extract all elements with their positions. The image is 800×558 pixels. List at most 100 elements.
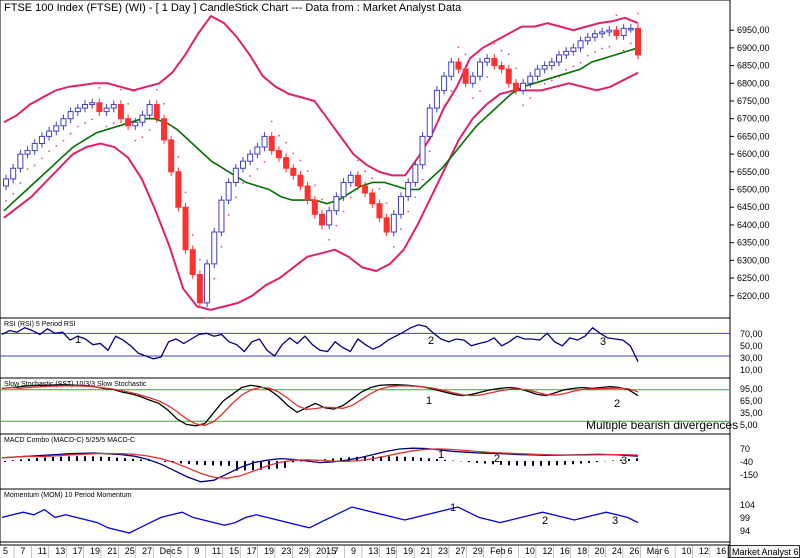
macd-histogram-bar	[340, 457, 342, 461]
macd-histogram-bar	[108, 457, 110, 461]
macd-panel-label: MACD Combo (MACD-C) 5/25/5 MACD-C	[4, 437, 136, 444]
sar-dot	[622, 49, 625, 52]
sar-dot	[242, 182, 244, 185]
sar-dot	[457, 46, 460, 49]
macd-marker: 2	[494, 453, 500, 465]
rsi-marker: 2	[428, 335, 434, 347]
candle-body	[326, 210, 333, 226]
sar-dot	[69, 132, 72, 135]
candle-body	[433, 89, 440, 109]
rsi-marker: 1	[75, 334, 81, 346]
sar-dot	[507, 53, 510, 56]
sar-dot	[493, 42, 496, 45]
sar-dot	[450, 90, 453, 92]
candle-body	[82, 104, 88, 109]
candle-body	[74, 107, 81, 113]
candle-body	[3, 178, 9, 187]
macd-histogram-bar	[412, 457, 414, 461]
sar-dot	[335, 224, 338, 227]
macd-histogram-bar	[444, 459, 446, 461]
macd-histogram-bar	[60, 456, 62, 461]
date-label: 15	[386, 546, 396, 556]
sar-dot	[321, 198, 323, 201]
sar-dot	[220, 245, 223, 248]
date-label: Dec	[160, 546, 177, 556]
date-label: 27	[455, 546, 465, 556]
sar-dot	[364, 170, 366, 173]
sar-dot	[191, 233, 194, 236]
price-tick-label: 6250,00	[737, 273, 770, 283]
date-label: 25	[125, 546, 135, 556]
candle-body	[67, 111, 74, 120]
date-label: 16	[560, 546, 570, 556]
sar-dot	[479, 90, 481, 92]
candle-body	[577, 40, 584, 49]
candle-body	[548, 61, 555, 67]
sar-dot	[19, 182, 22, 185]
sar-dot	[385, 202, 388, 204]
sar-dot	[48, 150, 50, 153]
stoch-d-line	[1, 385, 639, 427]
candle-body	[426, 107, 433, 137]
sar-dot	[572, 65, 575, 68]
macd-histogram-bar	[148, 460, 150, 461]
candle-body	[110, 104, 117, 109]
sar-dot	[62, 139, 65, 142]
sar-dot	[41, 157, 43, 160]
candle-body	[10, 167, 17, 180]
sar-dot	[515, 67, 517, 70]
candle-body	[627, 27, 634, 31]
sar-dot	[500, 49, 503, 52]
candle-body	[261, 135, 268, 148]
candle-body	[146, 104, 153, 116]
price-tick-label: 6650,00	[737, 131, 770, 141]
sar-dot	[464, 53, 467, 56]
candle-body	[541, 65, 548, 70]
date-label: 23	[281, 546, 291, 556]
rsi-marker: 3	[600, 336, 606, 348]
date-label: 13	[55, 546, 65, 556]
date-label: 26	[629, 546, 639, 556]
macd-histogram-bar	[636, 458, 638, 461]
candle-body	[635, 27, 641, 56]
macd-tick-label: -40	[740, 457, 753, 467]
candle-body	[168, 139, 175, 173]
macd-marker: 3	[621, 455, 627, 467]
macd-histogram-bar	[220, 461, 222, 466]
date-label: 13	[368, 546, 378, 556]
sar-dot	[392, 245, 395, 248]
date-label: 16	[716, 546, 726, 556]
sar-dot	[227, 214, 230, 216]
sar-dot	[249, 175, 252, 177]
momentum-tick-label: 99	[740, 513, 750, 523]
stoch-tick-label: 65,00	[740, 396, 763, 406]
candle-body	[290, 167, 297, 176]
candle-body	[498, 65, 505, 70]
macd-histogram-bar	[596, 461, 598, 463]
candle-body	[275, 150, 282, 159]
macd-histogram-bar	[508, 461, 510, 466]
macd-histogram-bar	[20, 459, 22, 461]
candle-body	[455, 61, 462, 70]
candle-body	[556, 54, 562, 63]
candle-body	[376, 203, 383, 219]
macd-histogram-bar	[540, 461, 542, 466]
macd-histogram-bar	[436, 459, 438, 461]
date-label: 17	[247, 546, 257, 556]
candle-body	[132, 121, 139, 127]
macd-histogram-bar	[620, 459, 622, 461]
candle-body	[60, 118, 67, 127]
candle-body	[484, 57, 491, 63]
macd-histogram-bar	[420, 457, 422, 461]
macd-histogram-bar	[132, 458, 134, 461]
date-label: 6	[664, 546, 669, 556]
sar-dot	[98, 86, 101, 89]
macd-marker: 1	[438, 449, 444, 461]
candle-body	[362, 185, 369, 194]
macd-histogram-bar	[76, 456, 78, 461]
candle-body	[46, 130, 53, 137]
candle-body	[477, 61, 483, 77]
date-label: 21	[421, 546, 431, 556]
sar-dot	[299, 159, 302, 162]
price-tick-label: 6400,00	[737, 220, 770, 230]
